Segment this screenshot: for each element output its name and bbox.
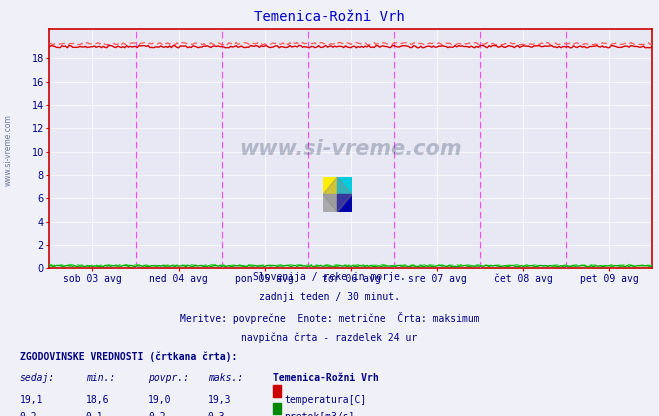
Text: 0,3: 0,3 (208, 412, 225, 416)
Text: 19,1: 19,1 (20, 395, 43, 405)
Text: 19,3: 19,3 (208, 395, 231, 405)
Text: sedaj:: sedaj: (20, 373, 55, 383)
Text: povpr.:: povpr.: (148, 373, 189, 383)
Bar (337, 195, 352, 212)
Text: 0,2: 0,2 (148, 412, 166, 416)
Text: Slovenija / reke in morje.: Slovenija / reke in morje. (253, 272, 406, 282)
Text: min.:: min.: (86, 373, 115, 383)
Text: www.si-vreme.com: www.si-vreme.com (3, 114, 13, 186)
Text: Meritve: povprečne  Enote: metrične  Črta: maksimum: Meritve: povprečne Enote: metrične Črta:… (180, 312, 479, 324)
Text: 19,0: 19,0 (148, 395, 172, 405)
Text: navpična črta - razdelek 24 ur: navpična črta - razdelek 24 ur (241, 332, 418, 343)
Text: pretok[m3/s]: pretok[m3/s] (284, 412, 355, 416)
Text: maks.:: maks.: (208, 373, 243, 383)
Text: www.si-vreme.com: www.si-vreme.com (240, 139, 462, 159)
Text: temperatura[C]: temperatura[C] (284, 395, 366, 405)
Bar (337, 177, 352, 195)
Bar (323, 177, 337, 195)
Polygon shape (323, 177, 352, 212)
Text: 0,2: 0,2 (20, 412, 38, 416)
Text: 18,6: 18,6 (86, 395, 109, 405)
Text: Temenica-Rožni Vrh: Temenica-Rožni Vrh (273, 373, 379, 383)
Text: Temenica-Rožni Vrh: Temenica-Rožni Vrh (254, 10, 405, 25)
Text: ZGODOVINSKE VREDNOSTI (črtkana črta):: ZGODOVINSKE VREDNOSTI (črtkana črta): (20, 352, 237, 362)
Text: zadnji teden / 30 minut.: zadnji teden / 30 minut. (259, 292, 400, 302)
Text: 0,1: 0,1 (86, 412, 103, 416)
Bar (323, 195, 337, 212)
